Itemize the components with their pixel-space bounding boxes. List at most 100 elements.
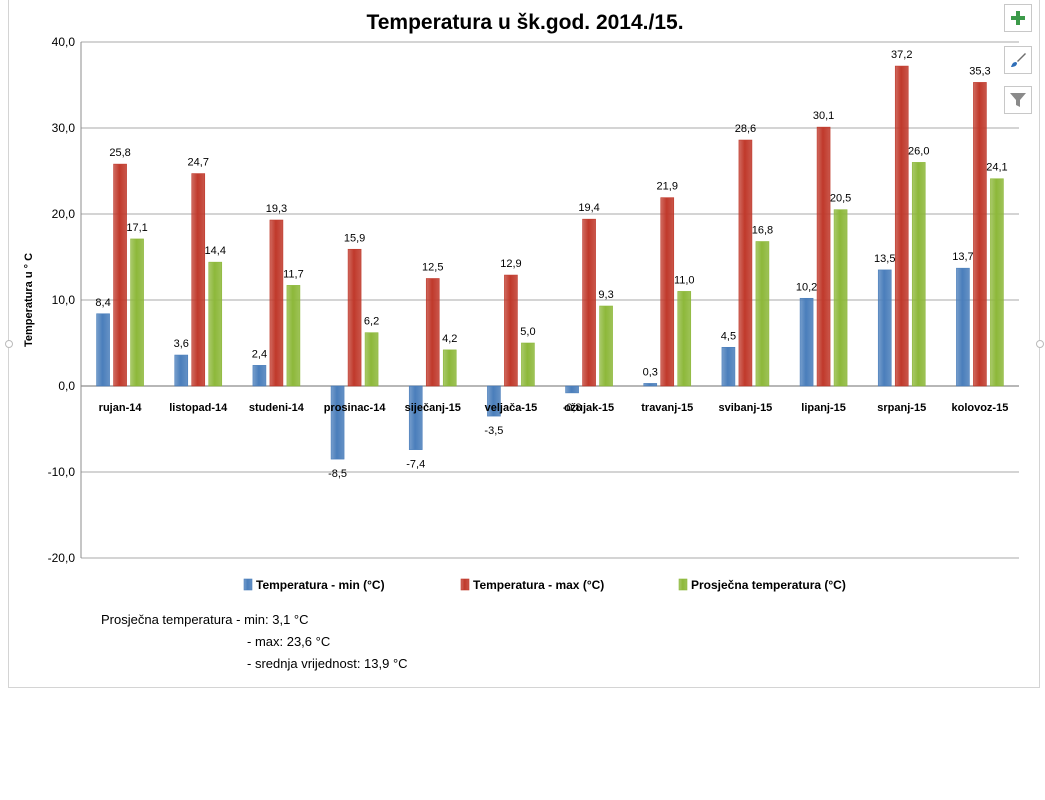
notes-line-max: - max: 23,6 °C (247, 634, 331, 649)
bar (521, 342, 535, 387)
brush-icon (1011, 53, 1026, 67)
x-tick-label: svibanj-15 (719, 402, 773, 414)
labels-layer: 8,4 25,8 17,1 3,6 24,7 14,4 2,4 19,3 11,7 -8,5 15,… (95, 49, 1007, 480)
legend-swatch (460, 578, 470, 591)
bar (252, 365, 267, 387)
data-label: 13,5 (874, 253, 895, 265)
x-tick-label: srpanj-15 (877, 402, 926, 414)
x-tick-label: travanj-15 (641, 402, 693, 414)
data-label: 16,8 (752, 225, 773, 237)
resize-handle-right[interactable] (1036, 340, 1044, 348)
y-tick-label: 10,0 (52, 293, 76, 307)
grid-layer (80, 41, 1019, 559)
y-tick-label: 20,0 (52, 207, 76, 221)
bar (721, 346, 736, 387)
chart-svg: Temperatura u šk.god. 2014./15. 8,4 25,8 1… (23, 11, 1019, 592)
bar (973, 82, 987, 387)
notes-line-mean: - srednja vrijednost: 13,9 °C (247, 656, 408, 671)
data-label: 14,4 (205, 245, 226, 257)
filter-icon (1010, 93, 1026, 107)
chart-filters-button[interactable] (1004, 86, 1032, 114)
data-label: 3,6 (174, 338, 189, 350)
chart-styles-button[interactable] (1004, 46, 1032, 74)
bar (286, 285, 301, 387)
data-label: 12,5 (422, 262, 443, 274)
data-label: -8,5 (328, 468, 347, 480)
data-label: 30,1 (813, 110, 834, 122)
x-tick-label: listopad-14 (169, 402, 228, 414)
bar (442, 349, 457, 387)
data-label: 11,7 (283, 268, 304, 280)
bar (911, 162, 926, 387)
bar (877, 269, 892, 387)
x-tick-label: studeni-14 (249, 402, 305, 414)
legend-swatch (243, 578, 253, 591)
data-label: 11,0 (674, 274, 695, 286)
bar (174, 354, 189, 387)
notes-line-min: Prosječna temperatura - min: 3,1 °C (101, 612, 309, 627)
bar (816, 126, 831, 387)
data-label: 19,3 (266, 203, 287, 215)
bar (191, 173, 206, 387)
bar (208, 261, 223, 387)
bar (738, 139, 753, 387)
bar (113, 163, 127, 387)
data-label: 26,0 (908, 145, 929, 157)
chart-title: Temperatura u šk.god. 2014./15. (366, 11, 683, 34)
x-tick-label: ožujak-15 (564, 402, 614, 414)
data-label: 15,9 (344, 232, 365, 244)
data-label: 24,7 (188, 157, 209, 169)
data-label: 20,5 (830, 193, 851, 205)
plus-icon (1011, 11, 1025, 25)
data-label: 9,3 (598, 289, 613, 301)
bar (565, 385, 579, 394)
y-tick-label: -10,0 (48, 465, 76, 479)
y-tick-label: 30,0 (52, 121, 76, 135)
data-label: 19,4 (578, 202, 599, 214)
x-tick-label: rujan-14 (99, 402, 143, 414)
bar (425, 278, 440, 387)
y-tick-label: 40,0 (52, 35, 76, 49)
data-label: 35,3 (969, 65, 990, 77)
bar (660, 197, 675, 387)
data-label: 5,0 (520, 326, 535, 338)
legend-label: Temperatura - max (°C) (473, 578, 604, 592)
bar (364, 332, 379, 387)
bar (330, 385, 345, 460)
data-label: 4,2 (442, 333, 457, 345)
x-tick-label: lipanj-15 (801, 402, 846, 414)
bar (269, 219, 284, 387)
legend-swatch (678, 578, 688, 591)
data-label: -7,4 (406, 459, 425, 471)
bar (582, 218, 596, 387)
bar (504, 274, 518, 387)
bar (347, 248, 362, 387)
data-label: -0,8 (563, 402, 582, 414)
legend-label: Prosječna temperatura (°C) (691, 578, 846, 592)
data-label: 10,2 (796, 281, 817, 293)
bar (894, 65, 909, 387)
data-label: 25,8 (109, 147, 130, 159)
x-tick-label: veljača-15 (485, 402, 538, 414)
data-label: 21,9 (657, 181, 678, 193)
bar (990, 178, 1004, 387)
bar (643, 383, 658, 387)
bar (956, 267, 970, 387)
legend: Temperatura - min (°C) Temperatura - max … (243, 578, 846, 592)
data-label: 6,2 (364, 316, 379, 328)
data-label: 12,9 (500, 258, 521, 270)
bars-layer (96, 65, 1004, 460)
bar (599, 305, 613, 387)
axis-layer: 40,0 30,0 20,0 10,0 0,0 -10,0 -20,0 rujan-14 lis… (48, 35, 1009, 565)
data-label: 2,4 (252, 348, 267, 360)
data-label: 0,3 (643, 366, 658, 378)
data-label: 13,7 (952, 251, 973, 263)
x-tick-label: prosinac-14 (324, 402, 387, 414)
bar (755, 241, 770, 387)
y-axis-label: Temperatura u ° C (23, 253, 35, 347)
resize-handle-left[interactable] (5, 340, 13, 348)
chart-frame[interactable]: Temperatura u šk.god. 2014./15. 8,4 25,8 1… (5, 0, 1044, 688)
bar (130, 238, 144, 387)
add-chart-element-button[interactable] (1004, 4, 1032, 32)
bar (677, 291, 692, 387)
